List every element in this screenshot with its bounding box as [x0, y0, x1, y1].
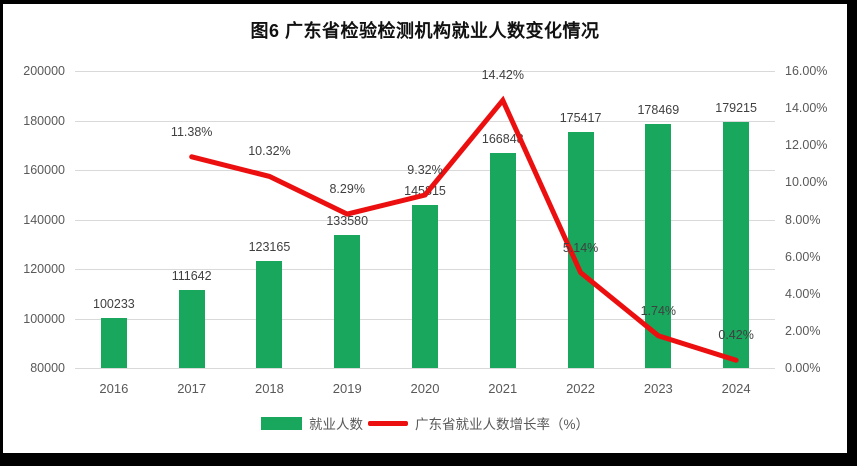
bar-label-2021: 166848 — [481, 132, 524, 147]
legend-label-bar: 就业人数 — [308, 417, 363, 432]
growth-line-series — [189, 95, 739, 363]
bar-label-2024: 179215 — [715, 101, 757, 116]
grid-line — [75, 71, 775, 72]
right-axis-tick: 4.00% — [785, 286, 821, 301]
left-axis-tick: 160000 — [23, 163, 65, 177]
line-label-2023: 1.74% — [640, 303, 677, 318]
right-axis-tick: 10.00% — [785, 175, 828, 190]
line-label-2020: 9.32% — [407, 162, 443, 177]
left-axis-tick: 80000 — [30, 361, 65, 375]
grid-line — [75, 120, 775, 122]
bar-2016 — [100, 317, 127, 368]
left-axis-tick: 200000 — [23, 64, 65, 78]
left-axis-tick: 100000 — [23, 311, 65, 326]
bar-2019 — [334, 235, 361, 368]
right-axis-tick: 14.00% — [785, 101, 828, 116]
right-axis-tick: 2.00% — [785, 323, 821, 338]
line-label-2018: 10.32% — [248, 144, 291, 159]
plot-area: 100233 111642 123165 133580 145815 166848 1754… — [75, 68, 775, 369]
bar-2021 — [489, 153, 516, 368]
bar-2018 — [256, 261, 283, 368]
line-label-2021: 14.42% — [481, 68, 524, 83]
bar-2017 — [178, 289, 205, 368]
left-axis-tick: 140000 — [23, 212, 65, 227]
x-axis-label-2018: 2018 — [254, 381, 284, 396]
x-axis-label-2017: 2017 — [177, 381, 207, 396]
right-axis-tick: 0.00% — [785, 361, 821, 375]
bar-label-2022: 175417 — [559, 110, 602, 125]
line-label-2024: 0.42% — [718, 328, 754, 343]
x-axis-label-2023: 2023 — [643, 381, 673, 396]
left-axis-tick: 120000 — [23, 262, 65, 276]
x-axis-label-2024: 2024 — [721, 381, 751, 396]
line-label-2022: 5.14% — [562, 240, 599, 255]
chart-canvas: 图6 广东省检验检测机构就业人数变化情况 100233 111642 123165 1… — [3, 4, 847, 453]
grid-line — [75, 170, 775, 171]
x-axis-label-2021: 2021 — [488, 381, 518, 396]
bar-label-2019: 133580 — [326, 214, 369, 229]
bar-label-2017: 111642 — [171, 268, 212, 283]
x-axis-label-2022: 2022 — [566, 381, 595, 396]
bar-2024 — [723, 122, 750, 368]
bar-2020 — [412, 205, 438, 368]
line-label-2017: 11.38% — [170, 124, 213, 139]
grid-line — [75, 368, 775, 369]
bar-label-2018: 123165 — [248, 240, 291, 255]
chart-title: 图6 广东省检验检测机构就业人数变化情况 — [250, 21, 600, 41]
bar-label-2016: 100233 — [93, 296, 135, 311]
legend: 就业人数 广东省就业人数增长率（%） — [3, 413, 847, 433]
legend-swatch-bar — [260, 416, 302, 430]
x-axis-label-2020: 2020 — [410, 381, 440, 396]
right-axis-tick: 8.00% — [785, 212, 821, 227]
right-axis-tick: 16.00% — [785, 64, 828, 78]
line-label-2019: 8.29% — [329, 182, 365, 197]
left-axis-tick: 180000 — [23, 113, 65, 128]
x-axis-label-2019: 2019 — [332, 381, 362, 396]
right-axis-tick: 12.00% — [785, 138, 828, 153]
bar-label-2023: 178469 — [637, 103, 680, 118]
right-axis-tick: 6.00% — [785, 249, 821, 264]
legend-swatch-line — [367, 420, 408, 426]
x-axis-label-2016: 2016 — [99, 381, 129, 396]
growth-line — [189, 95, 739, 363]
legend-label-line: 广东省就业人数增长率（%） — [414, 417, 589, 432]
